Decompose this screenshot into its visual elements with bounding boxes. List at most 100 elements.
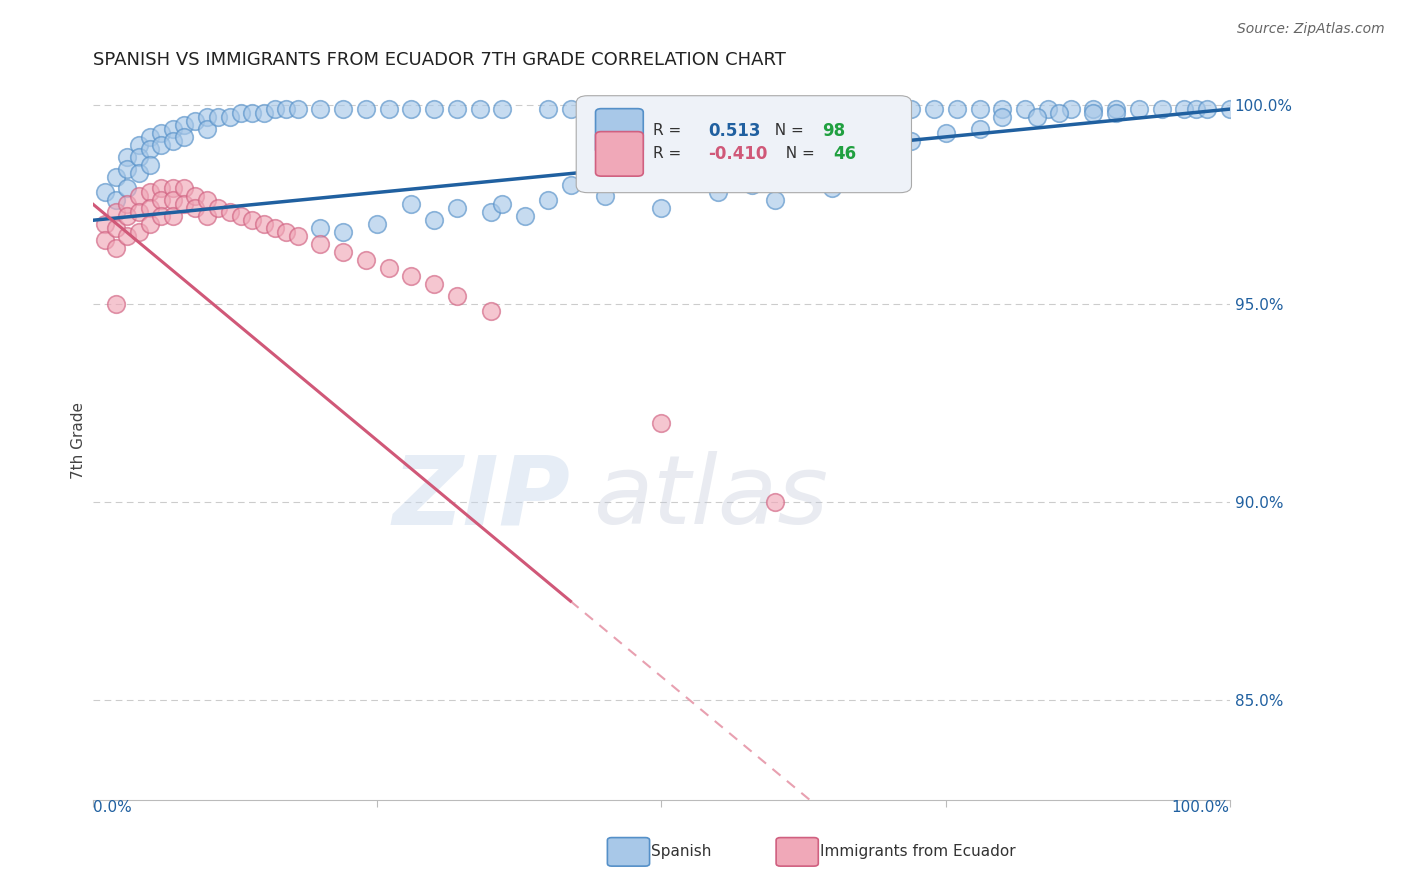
Point xyxy=(810,102,832,116)
Point xyxy=(821,181,844,195)
Point xyxy=(991,102,1014,116)
Point xyxy=(128,137,150,152)
Point xyxy=(332,225,354,239)
Point xyxy=(173,197,195,211)
Point xyxy=(1036,102,1059,116)
Point xyxy=(935,126,957,140)
Point xyxy=(1195,102,1218,116)
Point xyxy=(1219,102,1241,116)
Point xyxy=(162,209,184,223)
Point xyxy=(117,181,139,195)
Point xyxy=(150,181,173,195)
Point xyxy=(605,102,627,116)
Point xyxy=(309,237,332,252)
Point xyxy=(673,169,696,184)
Point xyxy=(627,102,650,116)
FancyBboxPatch shape xyxy=(596,132,644,176)
Text: N =: N = xyxy=(776,146,820,161)
Point xyxy=(332,244,354,259)
Point xyxy=(560,178,582,192)
Point xyxy=(207,110,229,124)
Point xyxy=(377,102,399,116)
Text: Source: ZipAtlas.com: Source: ZipAtlas.com xyxy=(1237,22,1385,37)
Point xyxy=(616,860,638,874)
Point xyxy=(491,102,513,116)
Point xyxy=(128,166,150,180)
Point xyxy=(946,102,969,116)
Point xyxy=(162,134,184,148)
Point xyxy=(309,221,332,235)
Point xyxy=(229,209,252,223)
Point xyxy=(423,213,446,227)
Text: N =: N = xyxy=(765,123,808,138)
Point xyxy=(468,102,491,116)
Point xyxy=(763,495,786,509)
Point xyxy=(104,205,127,219)
Point xyxy=(650,102,672,116)
Point xyxy=(139,142,162,156)
Point xyxy=(104,194,127,208)
Point xyxy=(741,102,763,116)
Point xyxy=(423,102,446,116)
Point xyxy=(195,209,218,223)
Point xyxy=(173,181,195,195)
Point xyxy=(650,416,672,430)
Point xyxy=(150,126,173,140)
Point xyxy=(401,197,423,211)
Point xyxy=(479,304,502,318)
Point xyxy=(650,202,672,216)
Point xyxy=(401,102,423,116)
Point xyxy=(139,186,162,200)
Point xyxy=(741,178,763,192)
Point xyxy=(104,169,127,184)
Point xyxy=(900,134,922,148)
Point xyxy=(150,194,173,208)
Point xyxy=(173,118,195,132)
Point xyxy=(401,268,423,283)
Point xyxy=(1150,102,1173,116)
Point xyxy=(162,122,184,136)
Point xyxy=(855,166,877,180)
Point xyxy=(832,102,855,116)
Text: 100.0%: 100.0% xyxy=(1171,799,1230,814)
Text: R =: R = xyxy=(654,123,686,138)
Point xyxy=(139,129,162,144)
Point xyxy=(1173,102,1195,116)
Point xyxy=(128,150,150,164)
Point xyxy=(354,252,377,267)
Point xyxy=(287,229,309,244)
Point xyxy=(117,161,139,176)
Point xyxy=(117,150,139,164)
Point xyxy=(513,209,536,223)
Point xyxy=(354,102,377,116)
Point xyxy=(240,213,263,227)
Point xyxy=(707,186,730,200)
Point xyxy=(173,129,195,144)
Point xyxy=(593,189,616,203)
Text: -0.410: -0.410 xyxy=(709,145,768,163)
Point xyxy=(309,102,332,116)
Point xyxy=(377,260,399,275)
Point xyxy=(128,225,150,239)
Point xyxy=(128,205,150,219)
Text: 0.513: 0.513 xyxy=(709,122,761,140)
Text: ZIP: ZIP xyxy=(392,451,571,544)
Point xyxy=(229,106,252,120)
Point xyxy=(900,102,922,116)
Point xyxy=(763,194,786,208)
Point xyxy=(1105,106,1128,120)
Text: Immigrants from Ecuador: Immigrants from Ecuador xyxy=(820,845,1015,859)
Point xyxy=(786,102,808,116)
Text: Spanish: Spanish xyxy=(651,845,711,859)
Text: 46: 46 xyxy=(834,145,856,163)
Point xyxy=(423,277,446,291)
Point xyxy=(718,102,741,116)
Point xyxy=(104,296,127,310)
Point xyxy=(1184,102,1206,116)
Point xyxy=(491,197,513,211)
Point xyxy=(240,106,263,120)
Point xyxy=(537,102,560,116)
Point xyxy=(332,102,354,116)
Point xyxy=(218,205,240,219)
Point xyxy=(264,102,287,116)
